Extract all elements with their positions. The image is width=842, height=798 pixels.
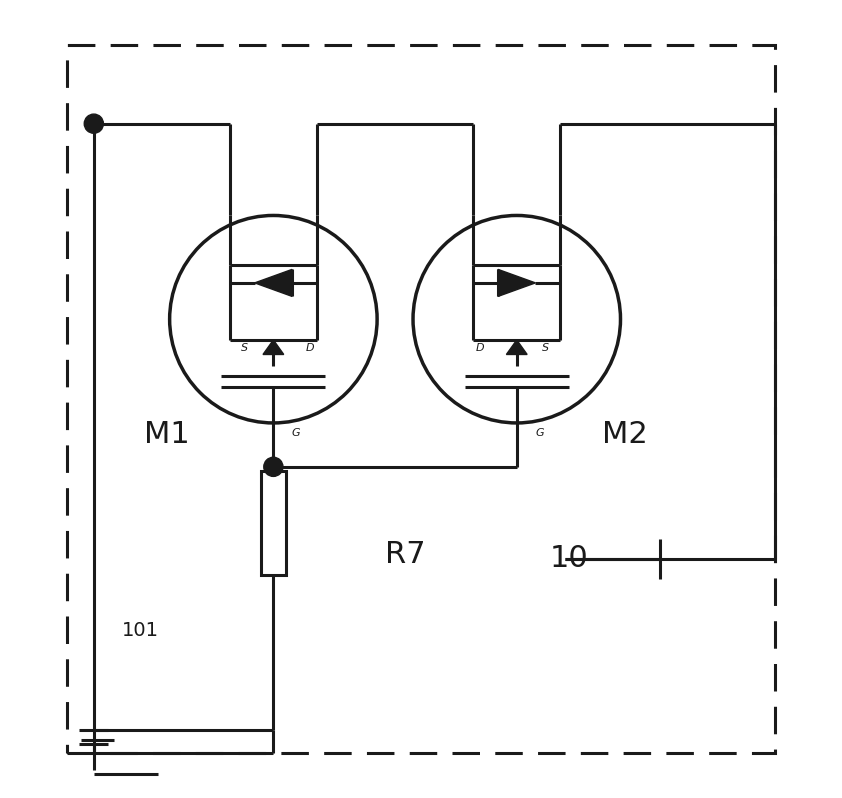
Text: 10: 10 xyxy=(549,544,588,573)
FancyBboxPatch shape xyxy=(261,471,286,575)
Text: M2: M2 xyxy=(602,421,647,449)
Circle shape xyxy=(413,215,621,423)
Circle shape xyxy=(264,457,283,476)
Polygon shape xyxy=(263,340,284,354)
Circle shape xyxy=(169,215,377,423)
Text: D: D xyxy=(306,343,314,354)
Text: S: S xyxy=(542,343,549,354)
Polygon shape xyxy=(254,270,292,296)
Text: G: G xyxy=(292,429,301,438)
Text: S: S xyxy=(241,343,248,354)
Polygon shape xyxy=(506,340,527,354)
Circle shape xyxy=(84,114,104,133)
Text: G: G xyxy=(536,429,544,438)
Text: 101: 101 xyxy=(121,621,158,640)
Text: R7: R7 xyxy=(385,540,425,569)
Text: M1: M1 xyxy=(144,421,190,449)
Text: D: D xyxy=(476,343,485,354)
Polygon shape xyxy=(498,270,536,296)
